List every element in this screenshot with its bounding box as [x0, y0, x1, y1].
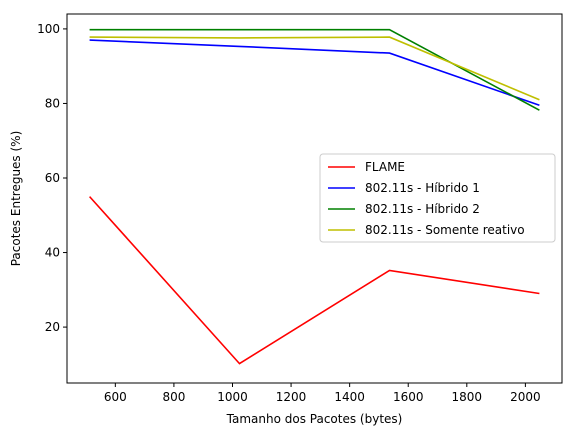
x-tick-label: 1000: [217, 390, 248, 404]
legend-label: FLAME: [365, 160, 405, 174]
x-tick-label: 1400: [334, 390, 365, 404]
series-line-1: [89, 196, 540, 365]
series-line-4: [89, 36, 540, 101]
y-tick-label: 80: [45, 96, 60, 110]
x-tick-label: 1600: [393, 390, 424, 404]
legend: FLAME 802.11s - Híbrido 1 802.11s - Híbrid…: [319, 153, 556, 243]
legend-label: 802.11s - Híbrido 1: [365, 181, 480, 195]
y-axis-label: Pacotes Entregues (%): [9, 131, 23, 267]
x-tick-label: 800: [162, 390, 185, 404]
legend-label: 802.11s - Somente reativo: [365, 223, 525, 237]
x-tick-label: 600: [104, 390, 127, 404]
y-tick-label: 60: [45, 171, 60, 185]
ticks: 600 800 1000 1200 1400 1600 1800 2000 20 40 60 80 10…: [37, 22, 541, 404]
series-line-3: [89, 28, 540, 111]
x-tick-label: 1800: [452, 390, 483, 404]
y-tick-label: 20: [45, 320, 60, 334]
legend-label: 802.11s - Híbrido 2: [365, 202, 480, 216]
y-tick-label: 40: [45, 246, 60, 260]
x-axis-label: Tamanho dos Pacotes (bytes): [226, 412, 403, 426]
x-tick-label: 2000: [510, 390, 541, 404]
series-line-2: [89, 39, 540, 107]
series-lines: [89, 28, 540, 365]
x-tick-label: 1200: [276, 390, 307, 404]
y-tick-label: 100: [37, 22, 60, 36]
legend-box: [319, 153, 556, 243]
plot-frame: [66, 13, 563, 384]
